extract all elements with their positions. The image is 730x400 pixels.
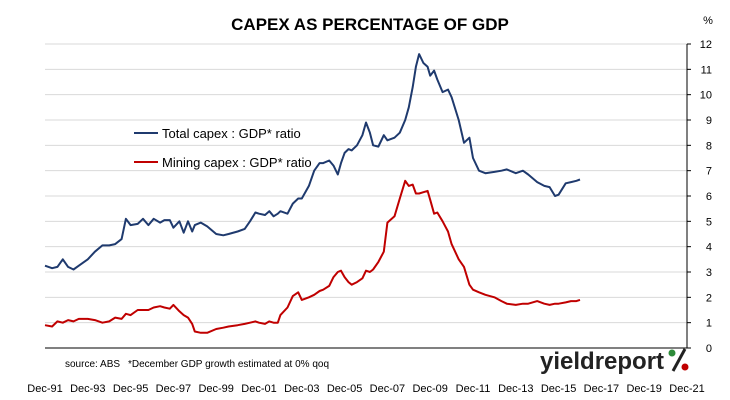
x-tick-labels: Dec-91 Dec-93 Dec-95 Dec-97 Dec-99 Dec-01 Dec-…	[27, 383, 704, 395]
y-tick-label: 5	[706, 216, 712, 228]
x-tick-label: Dec-09	[412, 383, 447, 395]
series-line-mining-capex	[44, 179, 581, 334]
logo-percent-icon	[668, 348, 689, 372]
y-tick-label: 3	[706, 267, 712, 279]
x-tick-label: Dec-07	[370, 383, 405, 395]
y-tick-label: 2	[706, 292, 712, 304]
x-tick-label: Dec-13	[498, 383, 533, 395]
x-tick-label: Dec-93	[70, 383, 105, 395]
legend-label-mining-capex: Mining capex : GDP* ratio	[162, 155, 312, 170]
x-tick-label: Dec-21	[669, 383, 704, 395]
legend: Total capex : GDP* ratio Mining capex : …	[134, 126, 312, 170]
axes	[45, 43, 691, 349]
logo-wordmark: yieldreport	[540, 348, 664, 375]
x-tick-label: Dec-17	[584, 383, 619, 395]
x-tick-label: Dec-91	[27, 383, 62, 395]
x-tick-label: Dec-11	[456, 383, 491, 395]
y-axis-unit-label: %	[703, 15, 713, 27]
x-tick-label: Dec-03	[284, 383, 319, 395]
y-tick-label: 12	[700, 39, 712, 51]
x-tick-label: Dec-01	[241, 383, 276, 395]
x-tick-label: Dec-95	[113, 383, 148, 395]
yieldreport-logo: yieldreport	[540, 348, 689, 375]
y-tick-label: 7	[706, 166, 712, 178]
chart-title: CAPEX AS PERCENTAGE OF GDP	[231, 15, 509, 34]
y-tick-label: 10	[700, 90, 712, 102]
source-note: source: ABS	[65, 359, 120, 370]
y-tick-label: 8	[706, 140, 712, 152]
x-tick-label: Dec-99	[198, 383, 233, 395]
legend-label-total-capex: Total capex : GDP* ratio	[162, 126, 301, 141]
gridlines	[45, 43, 687, 324]
x-tick-label: Dec-97	[156, 383, 191, 395]
y-tick-label: 4	[706, 242, 712, 254]
series-lines	[44, 53, 581, 334]
y-tick-label: 0	[706, 343, 712, 355]
x-tick-label: Dec-19	[626, 383, 661, 395]
y-tick-label: 11	[701, 64, 712, 76]
footnote: *December GDP growth estimated at 0% qoq	[128, 359, 329, 370]
y-tick-label: 1	[706, 318, 712, 330]
y-tick-label: 9	[706, 115, 712, 127]
x-tick-label: Dec-15	[541, 383, 576, 395]
series-line-total-capex	[44, 53, 581, 271]
x-tick-label: Dec-05	[327, 383, 362, 395]
y-tick-label: 6	[706, 191, 712, 203]
